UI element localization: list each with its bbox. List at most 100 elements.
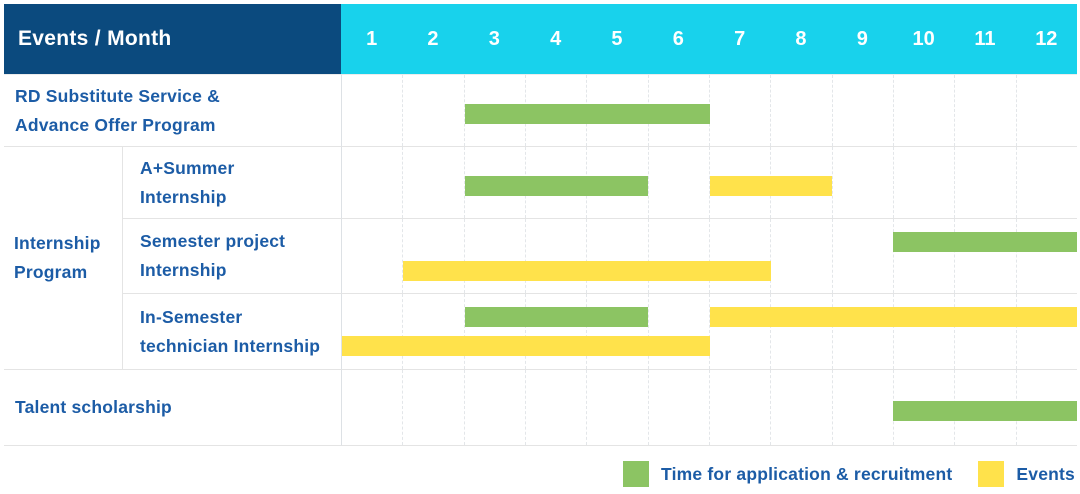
table-corner-header: Events / Month <box>4 4 341 74</box>
gantt-bar-green-m10-m12 <box>893 400 1077 421</box>
grid-cell <box>771 75 833 146</box>
legend-item-application-recruitment: Time for application & recruitment <box>623 461 952 487</box>
grid-cell <box>1017 294 1077 369</box>
grid-cell <box>342 75 404 146</box>
month-header-11: 11 <box>974 27 996 50</box>
grid-cell <box>649 219 710 293</box>
group-label-line: Internship <box>14 233 101 253</box>
month-header-9: 9 <box>856 27 868 50</box>
grid-cell <box>526 219 588 293</box>
month-header-10: 10 <box>912 27 935 50</box>
legend: Time for application & recruitment Event… <box>623 458 1075 490</box>
grid-cell <box>649 370 710 445</box>
grid-cell <box>1017 219 1077 293</box>
chart-row-semester-project <box>341 219 1077 294</box>
gantt-bar-yellow-m1-m6 <box>342 336 710 356</box>
grid-cell <box>894 75 956 146</box>
row-label-a-plus-summer: A+Summer Internship <box>122 147 341 219</box>
month-header-3: 3 <box>488 27 500 50</box>
row-label-talent-scholarship: Talent scholarship <box>4 370 341 446</box>
grid-cell <box>955 147 1017 218</box>
grid-cell <box>710 294 772 369</box>
gantt-bar-yellow-m7-m8 <box>709 175 832 196</box>
grid-cell <box>587 294 649 369</box>
grid-cell <box>710 75 772 146</box>
grid-cell <box>1017 147 1077 218</box>
month-header-5: 5 <box>611 27 623 50</box>
events-month-table: Events / Month 1 2 3 4 5 6 7 8 9 10 11 12 RD Substi… <box>4 4 1077 446</box>
grid-cell <box>403 75 465 146</box>
gantt-bar-yellow-m7-m12 <box>709 307 1077 327</box>
grid-cell <box>894 147 956 218</box>
month-header-7: 7 <box>734 27 746 50</box>
row-label-rd-substitute: RD Substitute Service & Advance Offer Pr… <box>4 74 341 147</box>
group-label-line: Program <box>14 262 88 282</box>
grid-cell <box>1017 75 1077 146</box>
row-label-line: RD Substitute Service & <box>15 85 220 106</box>
grid-cell <box>894 294 956 369</box>
grid-cell <box>403 147 465 218</box>
legend-label-events: Events <box>1016 463 1075 484</box>
month-header-12: 12 <box>1035 27 1058 50</box>
month-gridlines <box>342 294 1077 369</box>
grid-cell <box>955 219 1017 293</box>
row-label-line: In-Semester <box>140 306 243 327</box>
month-header-row: 1 2 3 4 5 6 7 8 9 10 11 12 <box>341 4 1077 74</box>
grid-cell <box>833 219 894 293</box>
chart-row-talent-scholarship <box>341 370 1077 446</box>
row-label-line: A+Summer <box>140 157 235 178</box>
grid-cell <box>955 75 1017 146</box>
month-header-8: 8 <box>795 27 807 50</box>
legend-swatch-green <box>623 461 650 487</box>
row-label-line: Semester project <box>140 231 286 251</box>
grid-cell <box>342 219 404 293</box>
grid-cell <box>342 147 404 218</box>
grid-cell <box>465 219 526 293</box>
grid-cell <box>955 294 1017 369</box>
grid-cell <box>403 219 465 293</box>
grid-cell <box>526 370 588 445</box>
gantt-bar-green-m3-m6 <box>464 103 710 124</box>
grid-cell <box>771 147 833 218</box>
grid-cell <box>465 370 526 445</box>
month-header-6: 6 <box>672 27 684 50</box>
chart-row-in-semester-technician <box>341 294 1077 370</box>
gantt-bar-green-m3-m5 <box>464 175 649 196</box>
table-corner-header-label: Events / Month <box>18 27 172 50</box>
grid-cell <box>465 294 526 369</box>
chart-row-a-plus-summer <box>341 147 1077 219</box>
grid-cell <box>833 75 894 146</box>
grid-cell <box>587 370 649 445</box>
gantt-bar-green-m3-m5 <box>464 307 649 327</box>
row-label-line: technician Internship <box>140 335 321 356</box>
month-header-1: 1 <box>366 27 378 50</box>
month-header-4: 4 <box>550 27 562 50</box>
grid-cell <box>649 147 710 218</box>
legend-item-events: Events <box>978 461 1075 487</box>
group-label-internship-program: Internship Program <box>4 147 122 370</box>
grid-cell <box>649 294 710 369</box>
grid-cell <box>587 219 649 293</box>
legend-label-application-recruitment: Time for application & recruitment <box>661 463 953 484</box>
row-label-line: Talent scholarship <box>15 397 172 417</box>
grid-cell <box>342 370 404 445</box>
chart-row-rd-substitute <box>341 74 1077 147</box>
row-label-line: Advance Offer Program <box>15 114 216 135</box>
row-label-in-semester-technician: In-Semester technician Internship <box>122 294 341 370</box>
grid-cell <box>771 294 833 369</box>
grid-cell <box>833 147 894 218</box>
grid-cell <box>833 370 894 445</box>
grid-cell <box>526 294 588 369</box>
grid-cell <box>771 370 833 445</box>
legend-swatch-yellow <box>978 461 1005 487</box>
month-gridlines <box>342 219 1077 293</box>
month-gridlines <box>342 75 1077 146</box>
gantt-bar-green-m10-m12 <box>893 232 1077 252</box>
row-label-line: Internship <box>140 186 227 207</box>
grid-cell <box>710 370 772 445</box>
grid-cell <box>710 219 772 293</box>
grid-cell <box>833 294 894 369</box>
row-label-semester-project: Semester project Internship <box>122 219 341 294</box>
month-header-2: 2 <box>427 27 439 50</box>
